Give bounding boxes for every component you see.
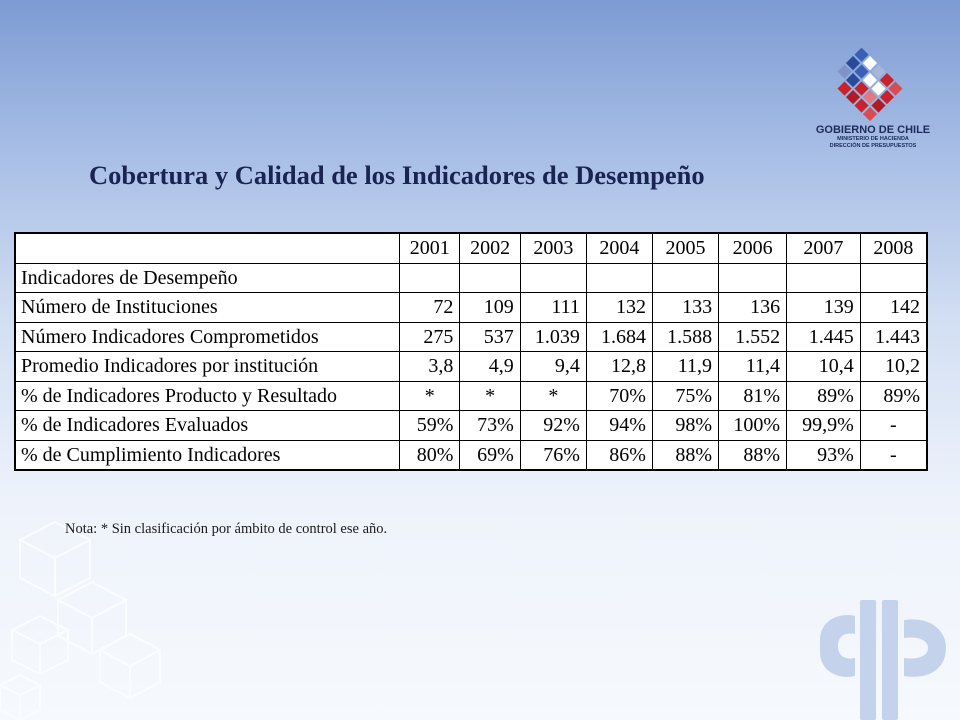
value-cell: 136 xyxy=(718,292,788,323)
value-cell: 1.445 xyxy=(786,321,861,352)
value-cell xyxy=(786,262,861,293)
row-label: Número Indicadores Comprometidos xyxy=(14,321,400,352)
value-cell: 89% xyxy=(859,380,928,411)
value-cell: 92% xyxy=(519,410,587,441)
table-row: Número Indicadores Comprometidos 275 537 1.… xyxy=(14,321,928,352)
value-cell: 88% xyxy=(718,439,788,471)
value-cell: 139 xyxy=(786,292,861,323)
logo-line-direccion: DIRECCIÓN DE PRESUPUESTOS xyxy=(829,143,917,149)
value-cell: 537 xyxy=(459,321,521,352)
value-cell: 80% xyxy=(398,439,461,471)
table-row: Indicadores de Desempeño xyxy=(14,262,928,293)
row-label: % de Cumplimiento Indicadores xyxy=(14,439,400,471)
value-cell: 1.039 xyxy=(519,321,587,352)
value-cell: 88% xyxy=(651,439,720,471)
header-blank-cell xyxy=(14,232,400,264)
value-cell: 1.443 xyxy=(859,321,928,352)
year-header-cell: 2003 xyxy=(519,232,587,264)
value-cell: 10,2 xyxy=(859,351,928,382)
indicators-table: 2001 2002 2003 2004 2005 2006 2007 2008 Indicado… xyxy=(14,232,928,471)
year-header-cell: 2001 xyxy=(398,232,461,264)
value-cell: 69% xyxy=(459,439,521,471)
year-header-cell: 2006 xyxy=(718,232,788,264)
value-cell: 1.684 xyxy=(585,321,653,352)
value-cell: 275 xyxy=(398,321,461,352)
value-cell: 81% xyxy=(718,380,788,411)
value-cell: 86% xyxy=(585,439,653,471)
value-cell: 133 xyxy=(651,292,720,323)
value-cell xyxy=(859,262,928,293)
row-label: % de Indicadores Evaluados xyxy=(14,410,400,441)
year-header-cell: 2004 xyxy=(585,232,653,264)
value-cell xyxy=(651,262,720,293)
value-cell: 100% xyxy=(718,410,788,441)
value-cell: 11,4 xyxy=(718,351,788,382)
value-cell: 3,8 xyxy=(398,351,461,382)
value-cell: 111 xyxy=(519,292,587,323)
value-cell xyxy=(585,262,653,293)
value-cell: - xyxy=(859,410,928,441)
value-cell: 12,8 xyxy=(585,351,653,382)
value-cell: 10,4 xyxy=(786,351,861,382)
value-cell: 93% xyxy=(786,439,861,471)
value-cell: 94% xyxy=(585,410,653,441)
logo-text: GOBIERNO DE CHILE MINISTERIO DE HACIENDA… xyxy=(808,124,938,150)
value-cell: 11,9 xyxy=(651,351,720,382)
value-cell: 89% xyxy=(786,380,861,411)
value-cell xyxy=(718,262,788,293)
value-cell: - xyxy=(859,439,928,471)
value-cell: 9,4 xyxy=(519,351,587,382)
row-label: Promedio Indicadores por institución xyxy=(14,351,400,382)
table-header-row: 2001 2002 2003 2004 2005 2006 2007 2008 xyxy=(14,232,928,264)
decorative-watermark xyxy=(820,600,946,720)
value-cell: * xyxy=(459,380,521,411)
table-row: % de Indicadores Evaluados 59% 73% 92% 94% 98… xyxy=(14,410,928,441)
value-cell: 132 xyxy=(585,292,653,323)
value-cell: 59% xyxy=(398,410,461,441)
year-header-cell: 2002 xyxy=(459,232,521,264)
row-label: Número de Instituciones xyxy=(14,292,400,323)
row-label: Indicadores de Desempeño xyxy=(14,262,400,293)
value-cell: * xyxy=(398,380,461,411)
table-row: Número de Instituciones 72 109 111 132 133 136… xyxy=(14,292,928,323)
value-cell: 75% xyxy=(651,380,720,411)
slide-title: Cobertura y Calidad de los Indicadores d… xyxy=(89,160,705,190)
year-header-cell: 2008 xyxy=(859,232,928,264)
value-cell: 1.588 xyxy=(651,321,720,352)
value-cell xyxy=(398,262,461,293)
table-row: Promedio Indicadores por institución 3,8 4… xyxy=(14,351,928,382)
value-cell: 98% xyxy=(651,410,720,441)
table-row: % de Cumplimiento Indicadores 80% 69% 76% 86… xyxy=(14,439,928,471)
year-header-cell: 2007 xyxy=(786,232,861,264)
logo-line-ministerio: MINISTERIO DE HACIENDA xyxy=(837,136,909,142)
gobierno-de-chile-logo xyxy=(837,47,903,122)
value-cell xyxy=(459,262,521,293)
value-cell: 73% xyxy=(459,410,521,441)
value-cell: 76% xyxy=(519,439,587,471)
row-label: % de Indicadores Producto y Resultado xyxy=(14,380,400,411)
value-cell: 70% xyxy=(585,380,653,411)
decorative-cubes xyxy=(0,520,163,720)
value-cell xyxy=(519,262,587,293)
logo-title: GOBIERNO DE CHILE xyxy=(815,124,931,136)
table-row: % de Indicadores Producto y Resultado * * *… xyxy=(14,380,928,411)
value-cell: 142 xyxy=(859,292,928,323)
value-cell: 1.552 xyxy=(718,321,788,352)
value-cell: 109 xyxy=(459,292,521,323)
footnote: Nota: * Sin clasificación por ámbito de … xyxy=(65,521,388,537)
value-cell: * xyxy=(519,380,587,411)
value-cell: 99,9% xyxy=(786,410,861,441)
value-cell: 4,9 xyxy=(459,351,521,382)
year-header-cell: 2005 xyxy=(651,232,720,264)
value-cell: 72 xyxy=(398,292,461,323)
